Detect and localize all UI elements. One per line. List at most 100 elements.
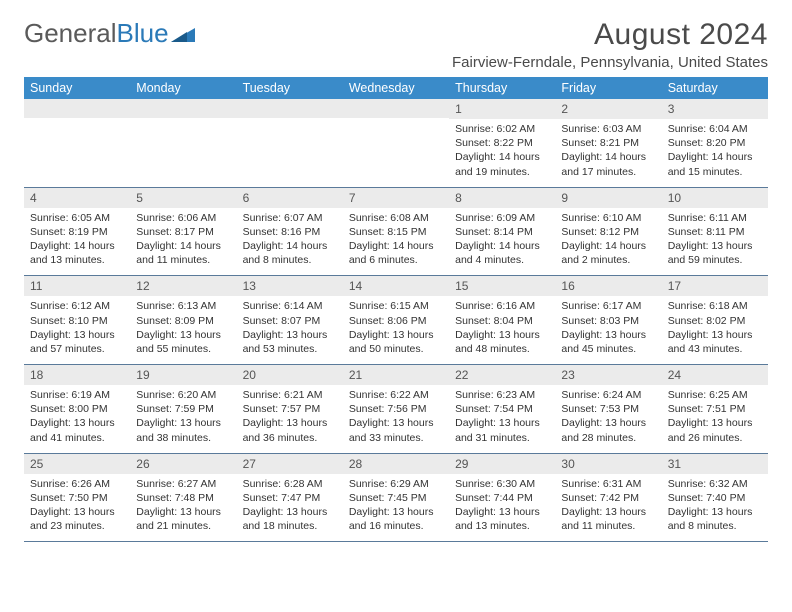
day-body: Sunrise: 6:28 AMSunset: 7:47 PMDaylight:… <box>237 474 343 542</box>
day-number: 30 <box>555 454 661 474</box>
day-number: 10 <box>662 188 768 208</box>
logo-text-blue: Blue <box>117 18 169 49</box>
day-line: Sunset: 8:06 PM <box>349 314 443 328</box>
day-body: Sunrise: 6:25 AMSunset: 7:51 PMDaylight:… <box>662 385 768 453</box>
calendar-cell <box>343 99 449 187</box>
day-body: Sunrise: 6:29 AMSunset: 7:45 PMDaylight:… <box>343 474 449 542</box>
day-body: Sunrise: 6:07 AMSunset: 8:16 PMDaylight:… <box>237 208 343 276</box>
day-line: Sunset: 8:12 PM <box>561 225 655 239</box>
day-line: Sunset: 8:19 PM <box>30 225 124 239</box>
day-line: Daylight: 14 hours <box>30 239 124 253</box>
day-number: 23 <box>555 365 661 385</box>
day-line: and 11 minutes. <box>136 253 230 267</box>
day-line: and 26 minutes. <box>668 431 762 445</box>
calendar-cell: 27Sunrise: 6:28 AMSunset: 7:47 PMDayligh… <box>237 453 343 542</box>
calendar-cell: 26Sunrise: 6:27 AMSunset: 7:48 PMDayligh… <box>130 453 236 542</box>
day-number <box>130 99 236 118</box>
day-body: Sunrise: 6:10 AMSunset: 8:12 PMDaylight:… <box>555 208 661 276</box>
day-line: Daylight: 13 hours <box>30 505 124 519</box>
day-line: and 31 minutes. <box>455 431 549 445</box>
logo-text-general: General <box>24 18 117 49</box>
day-line: and 17 minutes. <box>561 165 655 179</box>
day-number: 29 <box>449 454 555 474</box>
logo-triangle-icon <box>171 18 195 49</box>
day-number: 11 <box>24 276 130 296</box>
day-line: Sunset: 7:59 PM <box>136 402 230 416</box>
day-number: 12 <box>130 276 236 296</box>
day-number: 20 <box>237 365 343 385</box>
day-number: 5 <box>130 188 236 208</box>
day-number: 14 <box>343 276 449 296</box>
day-number: 26 <box>130 454 236 474</box>
day-header: Wednesday <box>343 77 449 99</box>
day-header: Tuesday <box>237 77 343 99</box>
day-body: Sunrise: 6:16 AMSunset: 8:04 PMDaylight:… <box>449 296 555 364</box>
day-header: Monday <box>130 77 236 99</box>
day-line: Sunset: 8:02 PM <box>668 314 762 328</box>
day-number <box>24 99 130 118</box>
calendar-cell: 29Sunrise: 6:30 AMSunset: 7:44 PMDayligh… <box>449 453 555 542</box>
day-line: Sunrise: 6:05 AM <box>30 211 124 225</box>
day-line: Sunrise: 6:04 AM <box>668 122 762 136</box>
calendar-cell: 12Sunrise: 6:13 AMSunset: 8:09 PMDayligh… <box>130 276 236 365</box>
day-number: 2 <box>555 99 661 119</box>
day-body: Sunrise: 6:18 AMSunset: 8:02 PMDaylight:… <box>662 296 768 364</box>
day-number: 9 <box>555 188 661 208</box>
day-number: 17 <box>662 276 768 296</box>
day-line: Sunset: 8:15 PM <box>349 225 443 239</box>
day-body: Sunrise: 6:32 AMSunset: 7:40 PMDaylight:… <box>662 474 768 542</box>
day-line: Daylight: 13 hours <box>243 505 337 519</box>
day-line: Sunrise: 6:09 AM <box>455 211 549 225</box>
calendar-week-row: 18Sunrise: 6:19 AMSunset: 8:00 PMDayligh… <box>24 365 768 454</box>
day-line: Sunrise: 6:14 AM <box>243 299 337 313</box>
day-line: Daylight: 13 hours <box>668 505 762 519</box>
day-number: 28 <box>343 454 449 474</box>
title-block: August 2024 Fairview-Ferndale, Pennsylva… <box>452 18 768 71</box>
day-line: and 43 minutes. <box>668 342 762 356</box>
day-body: Sunrise: 6:09 AMSunset: 8:14 PMDaylight:… <box>449 208 555 276</box>
calendar-cell <box>24 99 130 187</box>
day-line: Sunset: 7:57 PM <box>243 402 337 416</box>
calendar-week-row: 1Sunrise: 6:02 AMSunset: 8:22 PMDaylight… <box>24 99 768 187</box>
day-line: Sunset: 8:16 PM <box>243 225 337 239</box>
day-line: and 8 minutes. <box>668 519 762 533</box>
day-line: and 33 minutes. <box>349 431 443 445</box>
day-line: Daylight: 13 hours <box>455 505 549 519</box>
day-number: 7 <box>343 188 449 208</box>
calendar-cell: 18Sunrise: 6:19 AMSunset: 8:00 PMDayligh… <box>24 365 130 454</box>
day-line: and 50 minutes. <box>349 342 443 356</box>
day-line: Sunrise: 6:28 AM <box>243 477 337 491</box>
day-line: Sunrise: 6:13 AM <box>136 299 230 313</box>
day-number: 4 <box>24 188 130 208</box>
day-body <box>343 118 449 174</box>
calendar-cell: 23Sunrise: 6:24 AMSunset: 7:53 PMDayligh… <box>555 365 661 454</box>
day-line: and 57 minutes. <box>30 342 124 356</box>
day-line: Daylight: 14 hours <box>561 239 655 253</box>
day-line: and 36 minutes. <box>243 431 337 445</box>
day-line: Sunset: 7:44 PM <box>455 491 549 505</box>
day-line: Sunset: 8:11 PM <box>668 225 762 239</box>
day-line: Sunrise: 6:31 AM <box>561 477 655 491</box>
day-line: and 59 minutes. <box>668 253 762 267</box>
day-line: and 8 minutes. <box>243 253 337 267</box>
day-line: Sunset: 7:50 PM <box>30 491 124 505</box>
day-line: Sunrise: 6:23 AM <box>455 388 549 402</box>
day-line: Sunset: 7:53 PM <box>561 402 655 416</box>
calendar-cell: 17Sunrise: 6:18 AMSunset: 8:02 PMDayligh… <box>662 276 768 365</box>
day-body: Sunrise: 6:14 AMSunset: 8:07 PMDaylight:… <box>237 296 343 364</box>
calendar-cell: 9Sunrise: 6:10 AMSunset: 8:12 PMDaylight… <box>555 187 661 276</box>
day-line: Daylight: 13 hours <box>30 416 124 430</box>
day-line: and 15 minutes. <box>668 165 762 179</box>
day-line: Sunrise: 6:26 AM <box>30 477 124 491</box>
day-line: Sunrise: 6:10 AM <box>561 211 655 225</box>
day-body: Sunrise: 6:30 AMSunset: 7:44 PMDaylight:… <box>449 474 555 542</box>
calendar-cell: 19Sunrise: 6:20 AMSunset: 7:59 PMDayligh… <box>130 365 236 454</box>
day-line: Daylight: 14 hours <box>349 239 443 253</box>
day-header: Sunday <box>24 77 130 99</box>
page-title: August 2024 <box>452 18 768 52</box>
day-number <box>237 99 343 118</box>
day-number: 18 <box>24 365 130 385</box>
day-line: Daylight: 13 hours <box>30 328 124 342</box>
day-body: Sunrise: 6:20 AMSunset: 7:59 PMDaylight:… <box>130 385 236 453</box>
day-line: Daylight: 14 hours <box>561 150 655 164</box>
